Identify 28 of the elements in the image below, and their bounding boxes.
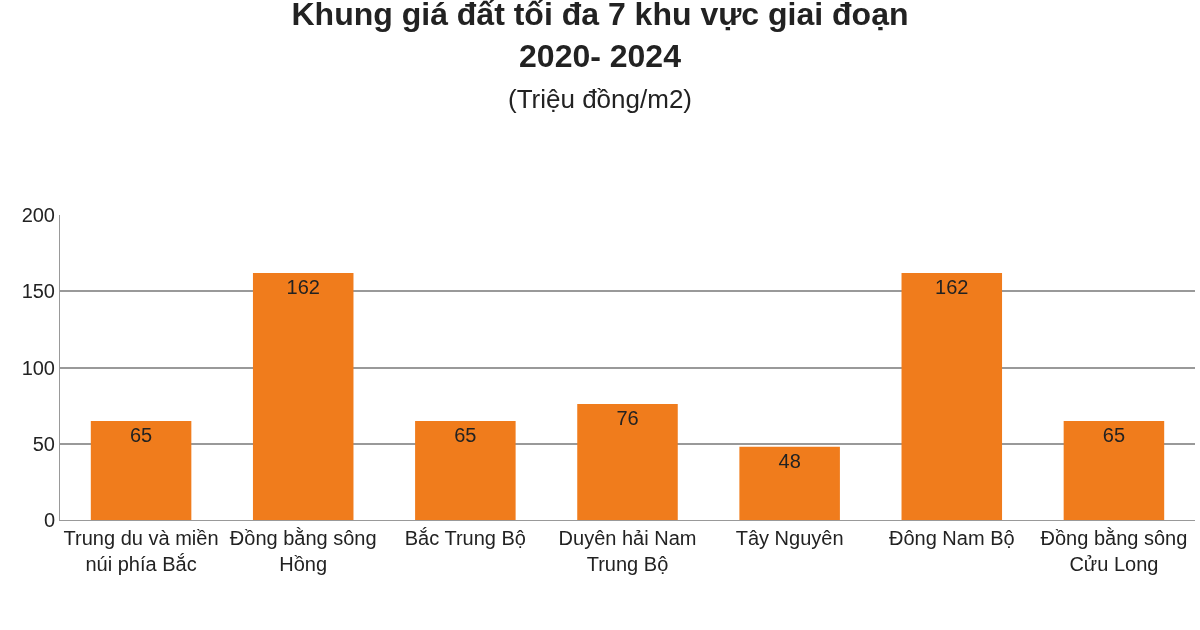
chart-title: Khung giá đất tối đa 7 khu vực giai đoạn 2020- 2024: [291, 0, 909, 74]
data-label: 76: [616, 407, 639, 430]
y-tick-label: 200: [21, 204, 55, 226]
bar: [90, 420, 192, 520]
y-tick-label: 100: [21, 356, 55, 379]
x-tick-label: Đông Nam Bộ: [888, 527, 1015, 549]
data-label: 65: [1102, 423, 1126, 446]
x-tick-label: Duyên hải Nam Trung Bộ: [558, 527, 697, 575]
x-tick-label: Đồng bằng sông Hồng: [229, 527, 377, 575]
data-label: 162: [935, 275, 969, 298]
bar: [252, 272, 354, 520]
x-tick-label: Bắc Trung Bộ: [404, 527, 526, 549]
data-label: 48: [778, 449, 801, 472]
y-tick-label: 150: [21, 280, 55, 303]
bar: [739, 446, 840, 520]
data-label: 65: [129, 423, 153, 446]
bar: [415, 420, 516, 520]
y-tick-label: 50: [32, 432, 55, 455]
x-tick-label: Tây Nguyên: [735, 527, 844, 549]
bar: [901, 272, 1003, 520]
bar: [577, 404, 678, 520]
x-tick-label: Trung du và miền núi phía Bắc: [63, 527, 219, 575]
chart-subtitle: (Triệu đồng/m2): [508, 84, 692, 115]
data-label: 65: [454, 423, 477, 446]
x-tick-label: Đồng bằng sông Cửu Long: [1040, 527, 1188, 575]
data-label: 162: [286, 275, 320, 298]
y-tick-label: 0: [43, 509, 55, 531]
bar: [1063, 420, 1165, 520]
